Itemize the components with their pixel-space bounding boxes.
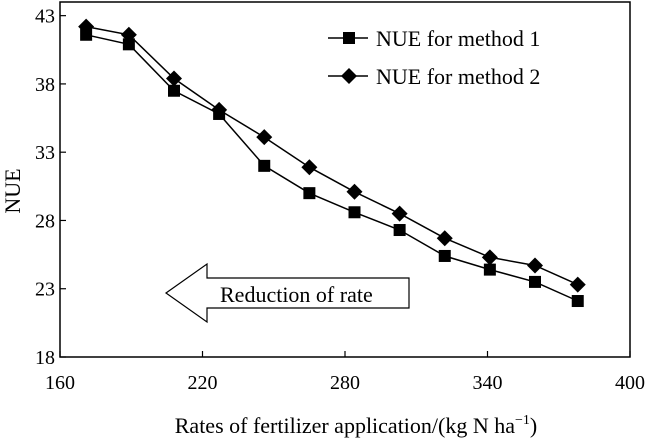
series-2-point: [527, 257, 543, 274]
x-tick-label: 280: [330, 372, 360, 394]
series-1-point: [393, 224, 406, 237]
series-2-point: [391, 205, 408, 222]
series-2-point: [481, 249, 498, 266]
series-2-point: [166, 70, 182, 87]
series-1: [80, 28, 584, 308]
x-axis-label: Rates of fertilizer application/(kg N ha…: [175, 413, 538, 438]
series-1-point: [122, 38, 135, 51]
series-1-point: [571, 295, 584, 308]
x-tick-label: 220: [188, 372, 218, 394]
series-2-point: [78, 18, 95, 35]
series-1-point: [483, 263, 496, 276]
series-1-point: [258, 159, 271, 172]
legend-label: NUE for method 2: [376, 64, 540, 89]
y-axis-ticks: 18 23 28 33 38 43: [35, 6, 66, 369]
series-2: [78, 18, 586, 293]
series-1-point: [303, 187, 316, 200]
annotation-text: Reduction of rate: [220, 282, 373, 307]
x-axis-ticks: 160 220 280 340 400: [45, 351, 645, 394]
series-2-point: [120, 26, 137, 43]
series-2-point: [569, 276, 586, 293]
y-tick-label: 33: [35, 142, 55, 164]
series-2-point: [346, 183, 363, 200]
legend-entry-1: NUE for method 1: [328, 26, 540, 51]
legend-label: NUE for method 1: [376, 26, 540, 51]
x-axis-label-close: ): [530, 413, 537, 438]
series-2-point: [256, 129, 273, 146]
y-tick-label: 28: [35, 210, 55, 232]
x-tick-label: 160: [45, 372, 75, 394]
series-2-point: [301, 159, 318, 176]
x-tick-label: 400: [615, 372, 645, 394]
legend: NUE for method 1 NUE for method 2: [328, 26, 540, 89]
series-1-point: [80, 28, 93, 41]
series-2-point: [211, 101, 228, 118]
y-tick-label: 23: [35, 279, 55, 301]
series-1-point: [348, 206, 361, 219]
y-axis-label: NUE: [0, 168, 25, 213]
legend-marker: [341, 68, 357, 84]
x-axis-label-main: Rates of fertilizer application/(kg N ha: [175, 413, 515, 438]
series-layer: [78, 18, 586, 308]
series-1-point: [529, 275, 541, 288]
legend-marker: [343, 32, 355, 44]
series-1-point: [438, 249, 451, 262]
x-tick-label: 340: [473, 372, 503, 394]
legend-entry-2: NUE for method 2: [328, 64, 540, 89]
y-tick-label: 38: [35, 74, 55, 96]
series-2-point: [436, 230, 453, 247]
series-2-line: [85, 25, 579, 286]
series-1-point: [168, 84, 180, 97]
series-1-line: [85, 34, 579, 302]
x-axis-label-sup: −1: [515, 413, 530, 428]
reduction-annotation: Reduction of rate: [164, 262, 410, 324]
y-tick-label: 18: [35, 347, 55, 369]
y-tick-label: 43: [35, 6, 55, 28]
left-arrow-shape: [164, 262, 410, 324]
